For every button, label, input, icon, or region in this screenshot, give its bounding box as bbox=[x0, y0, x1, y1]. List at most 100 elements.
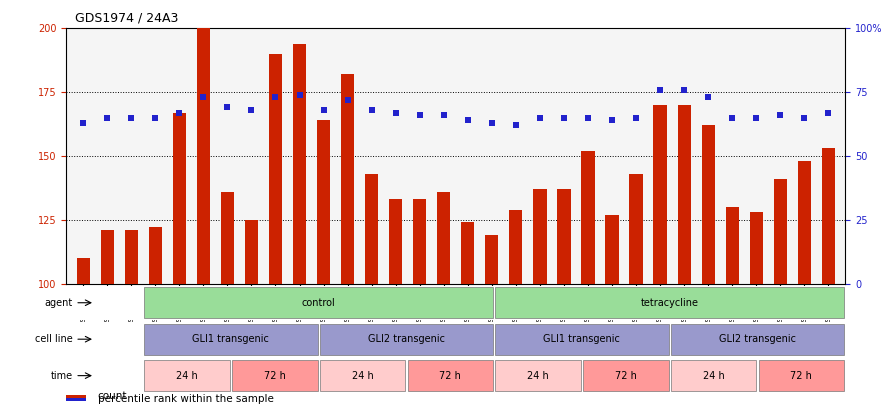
Bar bbox=[144, 287, 493, 318]
Point bbox=[244, 107, 258, 113]
Point bbox=[173, 109, 187, 116]
Bar bbox=[66, 399, 86, 401]
Bar bbox=[245, 220, 258, 284]
Point bbox=[485, 119, 499, 126]
Bar bbox=[269, 54, 282, 284]
Point bbox=[365, 107, 379, 113]
Bar bbox=[671, 360, 757, 391]
Text: agent: agent bbox=[45, 298, 73, 308]
Bar bbox=[173, 113, 186, 284]
Point bbox=[317, 107, 331, 113]
Text: 72 h: 72 h bbox=[615, 371, 636, 381]
Bar bbox=[437, 192, 450, 284]
Bar bbox=[144, 324, 318, 355]
Bar bbox=[413, 199, 427, 284]
Text: 24 h: 24 h bbox=[176, 371, 198, 381]
Point bbox=[461, 117, 475, 124]
Point bbox=[557, 114, 571, 121]
Text: 72 h: 72 h bbox=[264, 371, 286, 381]
Text: GLI1 transgenic: GLI1 transgenic bbox=[543, 334, 620, 344]
Bar bbox=[389, 199, 403, 284]
Bar bbox=[365, 174, 378, 284]
Bar bbox=[341, 74, 354, 283]
Bar bbox=[496, 287, 844, 318]
Text: GLI2 transgenic: GLI2 transgenic bbox=[368, 334, 445, 344]
Bar bbox=[407, 360, 493, 391]
Text: tetracycline: tetracycline bbox=[641, 298, 698, 308]
Text: 24 h: 24 h bbox=[703, 371, 725, 381]
Bar bbox=[822, 148, 835, 284]
Text: time: time bbox=[50, 371, 73, 381]
Bar bbox=[149, 227, 162, 284]
Point bbox=[389, 109, 403, 116]
Point bbox=[653, 86, 667, 93]
Point bbox=[124, 114, 138, 121]
Point bbox=[341, 96, 355, 103]
Bar bbox=[750, 212, 763, 284]
Bar bbox=[581, 151, 595, 284]
Bar bbox=[66, 395, 86, 398]
Bar bbox=[726, 207, 739, 284]
Bar bbox=[758, 360, 844, 391]
Bar bbox=[496, 360, 581, 391]
Point bbox=[100, 114, 114, 121]
Point bbox=[509, 122, 523, 128]
Point bbox=[436, 112, 450, 118]
Text: count: count bbox=[97, 392, 127, 401]
Bar bbox=[671, 324, 844, 355]
Bar bbox=[558, 189, 571, 284]
Point bbox=[701, 94, 715, 100]
Point bbox=[797, 114, 812, 121]
Bar bbox=[629, 174, 643, 284]
Bar bbox=[534, 189, 547, 284]
Bar bbox=[319, 360, 405, 391]
Bar bbox=[583, 360, 668, 391]
Bar bbox=[77, 258, 89, 284]
Bar bbox=[496, 324, 668, 355]
Bar bbox=[702, 125, 715, 284]
Text: 72 h: 72 h bbox=[439, 371, 461, 381]
Point bbox=[605, 117, 620, 124]
Point bbox=[268, 94, 282, 100]
Text: GLI2 transgenic: GLI2 transgenic bbox=[719, 334, 796, 344]
Text: 72 h: 72 h bbox=[790, 371, 812, 381]
Bar bbox=[485, 235, 498, 284]
Bar bbox=[605, 215, 619, 284]
Point bbox=[750, 114, 764, 121]
Bar bbox=[293, 44, 306, 284]
Bar bbox=[509, 209, 522, 284]
Point bbox=[581, 114, 595, 121]
Bar bbox=[317, 120, 330, 284]
Bar bbox=[232, 360, 318, 391]
Bar bbox=[773, 179, 787, 284]
Point bbox=[773, 112, 788, 118]
Point bbox=[677, 86, 691, 93]
Point bbox=[412, 112, 427, 118]
Point bbox=[533, 114, 547, 121]
Text: control: control bbox=[302, 298, 335, 308]
Text: cell line: cell line bbox=[35, 334, 73, 344]
Point bbox=[196, 94, 211, 100]
Text: GDS1974 / 24A3: GDS1974 / 24A3 bbox=[75, 11, 179, 24]
Point bbox=[725, 114, 739, 121]
Bar bbox=[196, 28, 210, 283]
Text: percentile rank within the sample: percentile rank within the sample bbox=[97, 394, 273, 405]
Point bbox=[148, 114, 162, 121]
Bar bbox=[144, 360, 230, 391]
Point bbox=[220, 104, 235, 111]
Bar bbox=[221, 192, 234, 284]
Bar bbox=[101, 230, 114, 284]
Bar bbox=[678, 105, 690, 284]
Bar bbox=[461, 222, 474, 284]
Bar bbox=[125, 230, 138, 284]
Text: GLI1 transgenic: GLI1 transgenic bbox=[192, 334, 269, 344]
Point bbox=[76, 119, 90, 126]
Text: 24 h: 24 h bbox=[351, 371, 373, 381]
Text: 24 h: 24 h bbox=[527, 371, 549, 381]
Point bbox=[629, 114, 643, 121]
Bar bbox=[319, 324, 493, 355]
Point bbox=[821, 109, 835, 116]
Point bbox=[292, 92, 306, 98]
Bar bbox=[653, 105, 666, 284]
Bar bbox=[797, 161, 811, 284]
